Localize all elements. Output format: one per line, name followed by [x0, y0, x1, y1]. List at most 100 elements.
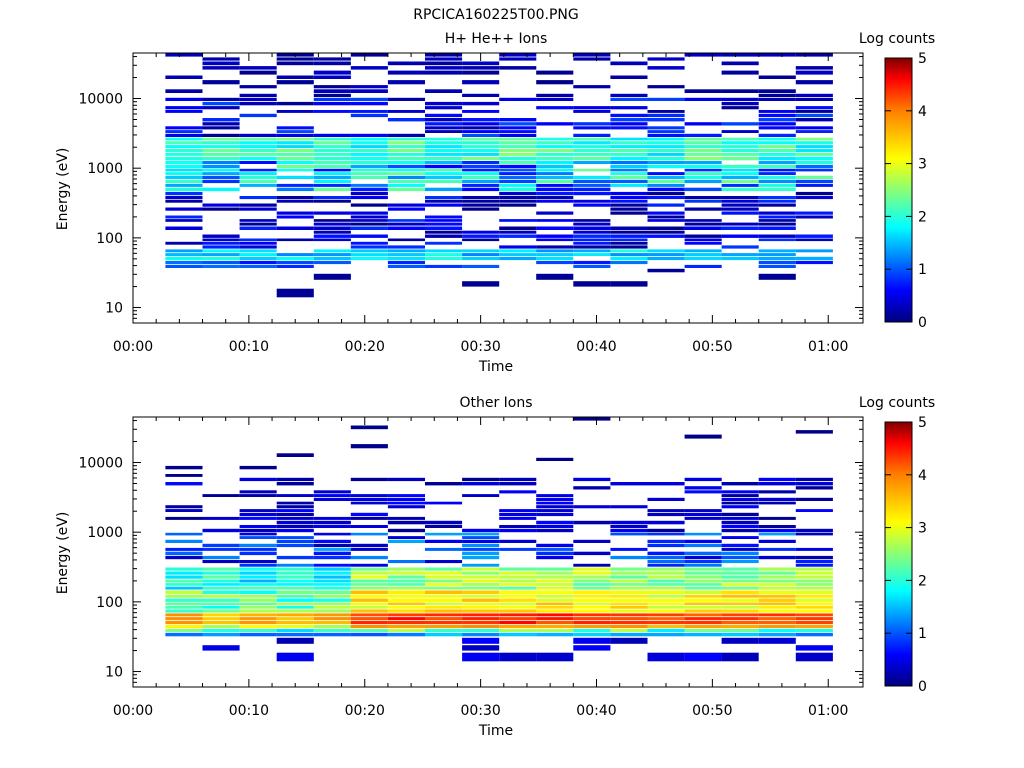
- heatmap-cell: [795, 256, 833, 261]
- heatmap-cell: [573, 183, 611, 187]
- heatmap-cell: [462, 249, 500, 253]
- heatmap-cell: [425, 222, 463, 226]
- heatmap-cell: [795, 113, 833, 118]
- heatmap-cell: [795, 97, 833, 101]
- heatmap-cell: [573, 133, 611, 137]
- heatmap-cell: [425, 598, 463, 602]
- heatmap-cell: [684, 168, 722, 172]
- heatmap-cell: [387, 61, 425, 66]
- heatmap-cell: [202, 590, 240, 594]
- heatmap-cell: [573, 613, 611, 617]
- heatmap-cell: [276, 613, 314, 617]
- heatmap-cell: [165, 632, 203, 637]
- heatmap-cell: [165, 539, 203, 543]
- heatmap-cell: [462, 61, 500, 66]
- heatmap-cell: [610, 226, 648, 230]
- heatmap-cell: [610, 113, 648, 118]
- heatmap-cell: [350, 444, 388, 449]
- heatmap-cell: [313, 567, 351, 571]
- heatmap-cell: [425, 226, 463, 230]
- heatmap-cell: [276, 637, 314, 644]
- heatmap-cell: [165, 187, 203, 192]
- heatmap-cell: [425, 164, 463, 169]
- heatmap-cell: [387, 238, 425, 242]
- heatmap-cell: [462, 238, 500, 242]
- colorbar-tick-label: 3: [918, 157, 927, 173]
- heatmap-cell: [202, 645, 240, 651]
- heatmap-cell: [239, 512, 277, 517]
- heatmap-cell: [536, 501, 574, 505]
- heatmap-cell: [239, 101, 277, 106]
- heatmap-cell: [795, 482, 833, 486]
- heatmap-cell: [610, 230, 648, 234]
- heatmap-cell: [239, 222, 277, 226]
- heatmap-cell: [795, 605, 833, 609]
- heatmap-cell: [239, 528, 277, 533]
- heatmap-cell: [573, 264, 611, 268]
- heatmap-cell: [387, 219, 425, 222]
- heatmap-cell: [573, 85, 611, 89]
- heatmap-cell: [647, 652, 685, 662]
- heatmap-cell: [684, 567, 722, 571]
- heatmap-cell: [462, 613, 500, 617]
- heatmap-cell: [684, 624, 722, 629]
- heatmap-cell: [795, 183, 833, 187]
- heatmap-cell: [387, 501, 425, 505]
- heatmap-cell: [276, 571, 314, 575]
- heatmap-cell: [276, 579, 314, 583]
- x-tick-label: 00:50: [692, 339, 732, 355]
- heatmap-cell: [573, 168, 611, 172]
- heatmap-cell: [387, 226, 425, 230]
- heatmap-cell: [425, 196, 463, 200]
- heatmap-cell: [536, 260, 574, 265]
- heatmap-cell: [202, 555, 240, 560]
- heatmap-cell: [239, 571, 277, 575]
- heatmap-cell: [647, 512, 685, 517]
- heatmap-cell: [239, 156, 277, 161]
- heatmap-cell: [610, 605, 648, 609]
- heatmap-cell: [387, 620, 425, 625]
- heatmap-cell: [647, 586, 685, 590]
- heatmap-cell: [647, 509, 685, 512]
- heatmap-cell: [313, 219, 351, 222]
- heatmap-cell: [647, 617, 685, 620]
- heatmap-cell: [721, 632, 759, 637]
- heatmap-cell: [462, 164, 500, 169]
- heatmap-cell: [239, 253, 277, 256]
- heatmap-cell: [462, 148, 500, 153]
- heatmap-cell: [165, 215, 203, 219]
- heatmap-cell: [425, 256, 463, 261]
- heatmap-cell: [387, 520, 425, 525]
- heatmap-cell: [610, 613, 648, 617]
- heatmap-cell: [202, 164, 240, 169]
- heatmap-cell: [758, 260, 796, 265]
- heatmap-cell: [313, 256, 351, 261]
- heatmap-cell: [350, 168, 388, 172]
- heatmap-cell: [758, 539, 796, 543]
- heatmap-cell: [758, 602, 796, 606]
- heatmap-cell: [721, 571, 759, 575]
- heatmap-cell: [350, 256, 388, 261]
- heatmap-cell: [721, 551, 759, 556]
- heatmap-cell: [647, 613, 685, 617]
- heatmap-cell: [425, 501, 463, 505]
- heatmap-cell: [758, 624, 796, 629]
- heatmap-cell: [536, 594, 574, 598]
- heatmap-cell: [647, 543, 685, 548]
- heatmap-cell: [313, 137, 351, 141]
- heatmap-cell: [350, 145, 388, 148]
- heatmap-cell: [499, 512, 537, 517]
- heatmap-cell: [684, 617, 722, 620]
- heatmap-cell: [610, 183, 648, 187]
- heatmap-cell: [684, 264, 722, 268]
- heatmap-cell: [499, 156, 537, 161]
- heatmap-cell: [647, 482, 685, 486]
- heatmap-cell: [795, 628, 833, 632]
- heatmap-cell: [647, 196, 685, 200]
- heatmap-cell: [499, 594, 537, 598]
- heatmap-cell: [276, 196, 314, 200]
- heatmap-cell: [350, 501, 388, 505]
- heatmap-cell: [721, 613, 759, 617]
- heatmap-cell: [462, 602, 500, 606]
- heatmap-cell: [536, 161, 574, 164]
